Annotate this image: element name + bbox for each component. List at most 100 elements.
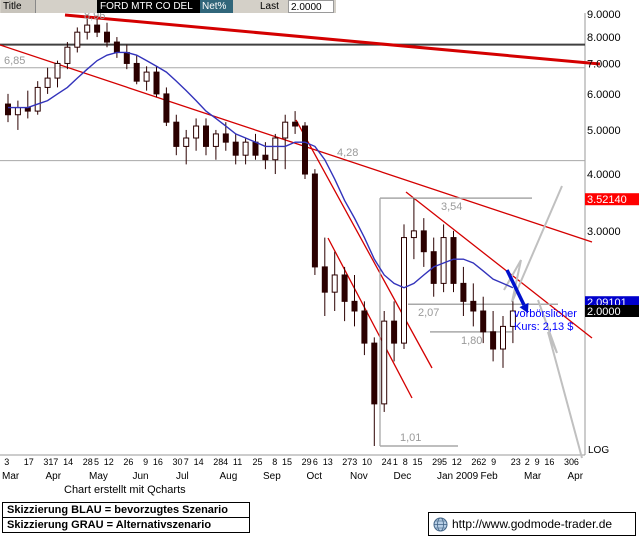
svg-text:14: 14 bbox=[63, 457, 73, 467]
x-axis: 3 17 31 7 14 28 5 12 26 9 16 30 7 14 28 4 11 25 8 15 29 6 13 27… bbox=[2, 457, 584, 482]
svg-text:Apr: Apr bbox=[46, 471, 62, 482]
quote-bar: Title FORD MTR CO DEL Net% Last 2.0000 bbox=[0, 0, 336, 13]
svg-text:Mar: Mar bbox=[524, 471, 542, 482]
svg-text:Sep: Sep bbox=[263, 471, 281, 482]
last-column-header: Last bbox=[260, 1, 279, 12]
svg-text:6: 6 bbox=[574, 457, 579, 467]
svg-text:15: 15 bbox=[413, 457, 423, 467]
symbol-field[interactable]: FORD MTR CO DEL bbox=[97, 0, 202, 13]
candlesticks bbox=[5, 14, 516, 447]
svg-text:30: 30 bbox=[173, 457, 183, 467]
svg-text:8: 8 bbox=[272, 457, 277, 467]
svg-text:6,85: 6,85 bbox=[4, 55, 25, 67]
svg-text:28: 28 bbox=[83, 457, 93, 467]
svg-text:29: 29 bbox=[432, 457, 442, 467]
svg-text:5.0000: 5.0000 bbox=[587, 125, 621, 137]
svg-text:9: 9 bbox=[491, 457, 496, 467]
svg-text:2.0000: 2.0000 bbox=[587, 306, 621, 318]
svg-text:Feb: Feb bbox=[481, 471, 499, 482]
globe-icon bbox=[433, 517, 448, 531]
svg-text:26: 26 bbox=[123, 457, 133, 467]
svg-text:28: 28 bbox=[213, 457, 223, 467]
blue-arrow bbox=[505, 269, 529, 314]
svg-text:3: 3 bbox=[352, 457, 357, 467]
y-axis: 9.0000 8.0000 7.0000 6.0000 5.0000 4.0000 3.00… bbox=[585, 9, 639, 318]
svg-text:15: 15 bbox=[282, 457, 292, 467]
svg-text:4.0000: 4.0000 bbox=[587, 169, 621, 181]
svg-text:1,01: 1,01 bbox=[400, 432, 421, 444]
horizontal-levels bbox=[0, 43, 585, 162]
svg-text:Dec: Dec bbox=[394, 471, 412, 482]
svg-text:5: 5 bbox=[442, 457, 447, 467]
last-price-value: 2.0000 bbox=[288, 0, 334, 13]
svg-text:6: 6 bbox=[313, 457, 318, 467]
svg-text:Apr: Apr bbox=[568, 471, 584, 482]
premarket-price-annotation: vorbörslicher Kurs: 2,13 $ bbox=[514, 308, 577, 333]
axis-frame bbox=[0, 13, 586, 456]
gray-scenario-lines bbox=[379, 185, 583, 459]
price-chart: vorbörslicher Kurs: 2,13 $ 8,96 6,85 4,28 3,5… bbox=[0, 9, 639, 482]
svg-text:Jun: Jun bbox=[133, 471, 149, 482]
svg-text:23: 23 bbox=[511, 457, 521, 467]
svg-text:12: 12 bbox=[104, 457, 114, 467]
svg-text:12: 12 bbox=[452, 457, 462, 467]
ma-blue-line bbox=[8, 51, 514, 289]
svg-text:4: 4 bbox=[223, 457, 228, 467]
svg-text:Jul: Jul bbox=[176, 471, 189, 482]
svg-text:Mar: Mar bbox=[2, 471, 20, 482]
svg-text:3: 3 bbox=[4, 457, 9, 467]
svg-text:8.0000: 8.0000 bbox=[587, 32, 621, 44]
scenario-legend: Skizzierung BLAU = bevorzugtes Szenario … bbox=[2, 502, 250, 533]
svg-text:30: 30 bbox=[564, 457, 574, 467]
svg-text:7: 7 bbox=[53, 457, 58, 467]
svg-text:3,54: 3,54 bbox=[441, 201, 462, 213]
svg-text:9: 9 bbox=[535, 457, 540, 467]
svg-text:14: 14 bbox=[194, 457, 204, 467]
svg-text:13: 13 bbox=[323, 457, 333, 467]
svg-text:7: 7 bbox=[184, 457, 189, 467]
svg-text:Nov: Nov bbox=[350, 471, 368, 482]
svg-text:Jan 2009: Jan 2009 bbox=[437, 471, 479, 482]
svg-text:1,80: 1,80 bbox=[461, 335, 482, 347]
log-scale-label: LOG bbox=[588, 445, 609, 456]
net-percent-column-header: Net% bbox=[200, 0, 233, 13]
website-stamp: http://www.godmode-trader.de bbox=[428, 512, 636, 536]
chart-credit: Chart erstellt mit Qcharts bbox=[64, 484, 186, 496]
svg-text:29: 29 bbox=[302, 457, 312, 467]
svg-text:2: 2 bbox=[525, 457, 530, 467]
svg-text:6.0000: 6.0000 bbox=[587, 89, 621, 101]
svg-text:31: 31 bbox=[43, 457, 53, 467]
legend-gray-scenario: Skizzierung GRAU = Alternativszenario bbox=[2, 517, 250, 533]
svg-text:7.0000: 7.0000 bbox=[587, 58, 621, 70]
thick-red-trendline bbox=[64, 13, 601, 66]
svg-text:2: 2 bbox=[481, 457, 486, 467]
gray-price-labels: 8,96 6,85 4,28 3,54 2,07 1,80 1,01 bbox=[4, 10, 482, 444]
svg-text:10: 10 bbox=[362, 457, 372, 467]
svg-text:2,07: 2,07 bbox=[418, 307, 439, 319]
svg-text:16: 16 bbox=[544, 457, 554, 467]
svg-text:11: 11 bbox=[233, 457, 242, 467]
svg-text:3.52140: 3.52140 bbox=[587, 194, 627, 206]
svg-text:25: 25 bbox=[253, 457, 263, 467]
svg-text:16: 16 bbox=[153, 457, 163, 467]
svg-text:4,28: 4,28 bbox=[337, 147, 358, 159]
svg-text:24: 24 bbox=[382, 457, 392, 467]
title-column-header: Title bbox=[1, 0, 36, 13]
svg-text:9.0000: 9.0000 bbox=[587, 9, 621, 21]
red-trendlines bbox=[0, 44, 593, 399]
svg-text:3.0000: 3.0000 bbox=[587, 226, 621, 238]
website-url[interactable]: http://www.godmode-trader.de bbox=[452, 517, 613, 531]
svg-text:May: May bbox=[89, 471, 108, 482]
legend-blue-scenario: Skizzierung BLAU = bevorzugtes Szenario bbox=[2, 502, 250, 518]
svg-text:8: 8 bbox=[403, 457, 408, 467]
svg-text:1: 1 bbox=[393, 457, 398, 467]
svg-text:5: 5 bbox=[94, 457, 99, 467]
svg-text:26: 26 bbox=[471, 457, 481, 467]
svg-text:9: 9 bbox=[143, 457, 148, 467]
svg-text:8,96: 8,96 bbox=[84, 10, 105, 22]
svg-text:Aug: Aug bbox=[220, 471, 238, 482]
svg-text:17: 17 bbox=[24, 457, 34, 467]
svg-text:27: 27 bbox=[342, 457, 352, 467]
svg-text:Oct: Oct bbox=[307, 471, 323, 482]
